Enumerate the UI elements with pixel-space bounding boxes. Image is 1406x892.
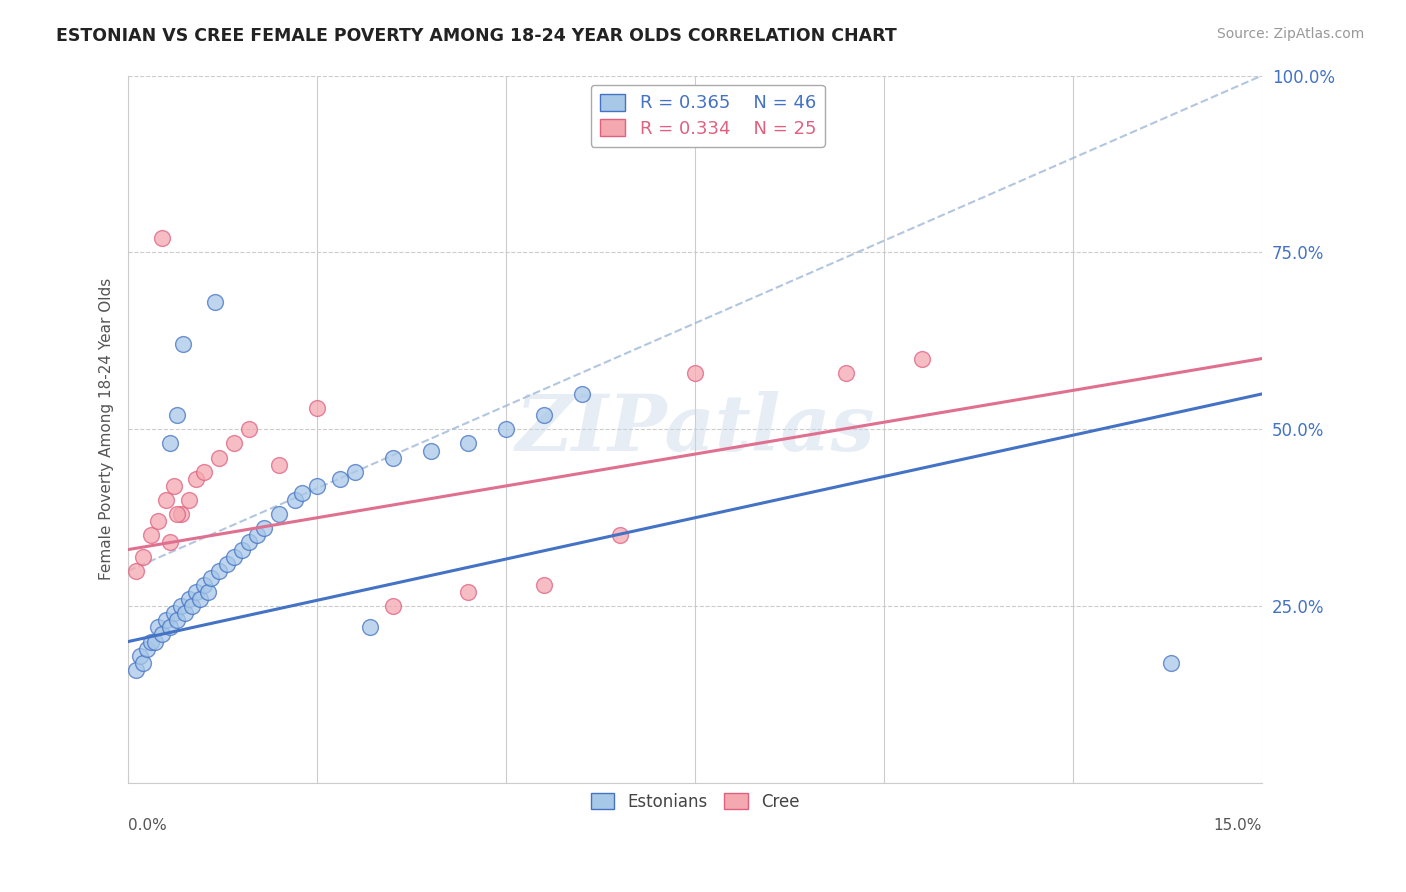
Point	[419, 443, 441, 458]
Point	[533, 408, 555, 422]
Point	[208, 564, 231, 578]
Point	[609, 528, 631, 542]
Point	[283, 493, 305, 508]
Point	[343, 465, 366, 479]
Point	[238, 535, 260, 549]
Point	[215, 557, 238, 571]
Point	[125, 564, 148, 578]
Point	[155, 613, 177, 627]
Point	[269, 507, 291, 521]
Point	[200, 571, 222, 585]
Point	[193, 465, 215, 479]
Point	[911, 351, 934, 366]
Point	[186, 472, 208, 486]
Point	[238, 422, 260, 436]
Point	[125, 663, 148, 677]
Point	[162, 479, 184, 493]
Legend: Estonians, Cree: Estonians, Cree	[583, 786, 806, 817]
Point	[381, 599, 404, 614]
Point	[231, 542, 253, 557]
Point	[170, 599, 193, 614]
Point	[457, 585, 479, 599]
Point	[307, 401, 329, 415]
Point	[571, 387, 593, 401]
Text: 15.0%: 15.0%	[1213, 819, 1263, 833]
Point	[193, 578, 215, 592]
Point	[139, 528, 162, 542]
Point	[269, 458, 291, 472]
Text: 0.0%: 0.0%	[128, 819, 167, 833]
Point	[172, 337, 194, 351]
Point	[683, 366, 706, 380]
Point	[222, 436, 245, 450]
Point	[159, 620, 181, 634]
Point	[150, 627, 173, 641]
Point	[155, 493, 177, 508]
Point	[181, 599, 204, 614]
Point	[835, 366, 858, 380]
Point	[139, 634, 162, 648]
Point	[188, 592, 211, 607]
Point	[329, 472, 352, 486]
Point	[128, 648, 150, 663]
Y-axis label: Female Poverty Among 18-24 Year Olds: Female Poverty Among 18-24 Year Olds	[100, 278, 114, 581]
Point	[166, 408, 188, 422]
Point	[148, 620, 170, 634]
Point	[246, 528, 269, 542]
Point	[166, 507, 188, 521]
Point	[143, 634, 166, 648]
Point	[177, 493, 200, 508]
Point	[166, 613, 188, 627]
Point	[533, 578, 555, 592]
Point	[1160, 656, 1182, 670]
Point	[381, 450, 404, 465]
Point	[132, 656, 155, 670]
Point	[132, 549, 155, 564]
Point	[222, 549, 245, 564]
Point	[136, 641, 159, 656]
Text: Source: ZipAtlas.com: Source: ZipAtlas.com	[1216, 27, 1364, 41]
Point	[186, 585, 208, 599]
Point	[150, 231, 173, 245]
Point	[159, 535, 181, 549]
Point	[291, 486, 314, 500]
Point	[148, 514, 170, 528]
Point	[170, 507, 193, 521]
Point	[208, 450, 231, 465]
Point	[174, 606, 197, 620]
Point	[495, 422, 517, 436]
Point	[177, 592, 200, 607]
Point	[359, 620, 381, 634]
Text: ZIPatlas: ZIPatlas	[516, 391, 875, 467]
Point	[307, 479, 329, 493]
Point	[204, 294, 226, 309]
Point	[197, 585, 219, 599]
Point	[162, 606, 184, 620]
Point	[159, 436, 181, 450]
Point	[253, 521, 276, 535]
Text: ESTONIAN VS CREE FEMALE POVERTY AMONG 18-24 YEAR OLDS CORRELATION CHART: ESTONIAN VS CREE FEMALE POVERTY AMONG 18…	[56, 27, 897, 45]
Point	[457, 436, 479, 450]
